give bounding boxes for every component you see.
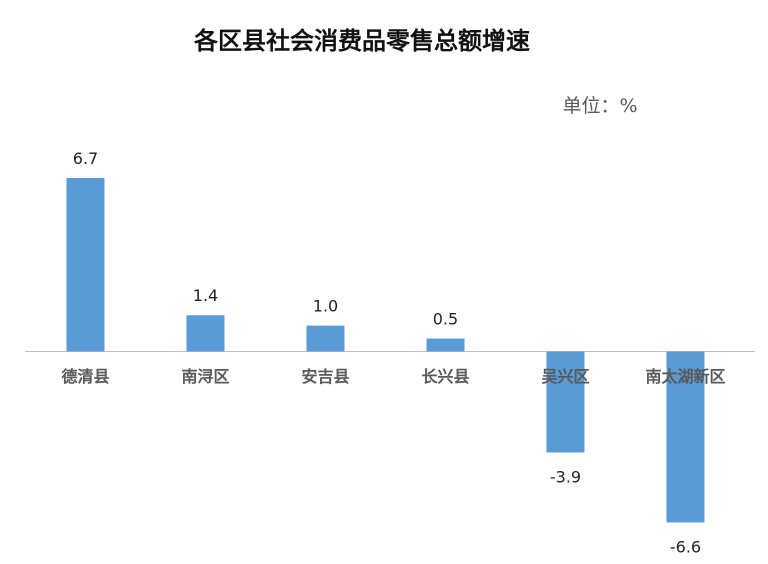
- value-label-5: -6.6: [670, 537, 701, 556]
- bar-1: [186, 315, 225, 352]
- bar-2: [306, 325, 345, 352]
- bar-4: [546, 351, 585, 453]
- category-label-0: 德清县: [61, 367, 109, 386]
- category-label-2: 安吉县: [301, 367, 349, 386]
- category-labels-group: 德清县 南浔区 安吉县 长兴县 吴兴区 南太湖新区: [61, 367, 725, 386]
- bar-3: [426, 338, 465, 352]
- value-label-2: 1.0: [313, 297, 338, 316]
- category-label-1: 南浔区: [181, 367, 229, 386]
- unit-label: 单位：%: [562, 95, 637, 117]
- value-label-4: -3.9: [550, 468, 581, 487]
- bar-5: [666, 351, 705, 523]
- value-label-1: 1.4: [193, 286, 218, 305]
- value-labels-group: 6.7 1.4 1.0 0.5 -3.9 -6.6: [73, 149, 701, 556]
- chart-title: 各区县社会消费品零售总额增速: [193, 27, 530, 55]
- category-label-3: 长兴县: [421, 367, 469, 386]
- category-label-5: 南太湖新区: [645, 367, 725, 386]
- value-label-0: 6.7: [73, 149, 98, 168]
- bars-group: [66, 177, 705, 523]
- category-label-4: 吴兴区: [541, 367, 589, 386]
- value-label-3: 0.5: [433, 310, 458, 329]
- bar-0: [66, 177, 105, 352]
